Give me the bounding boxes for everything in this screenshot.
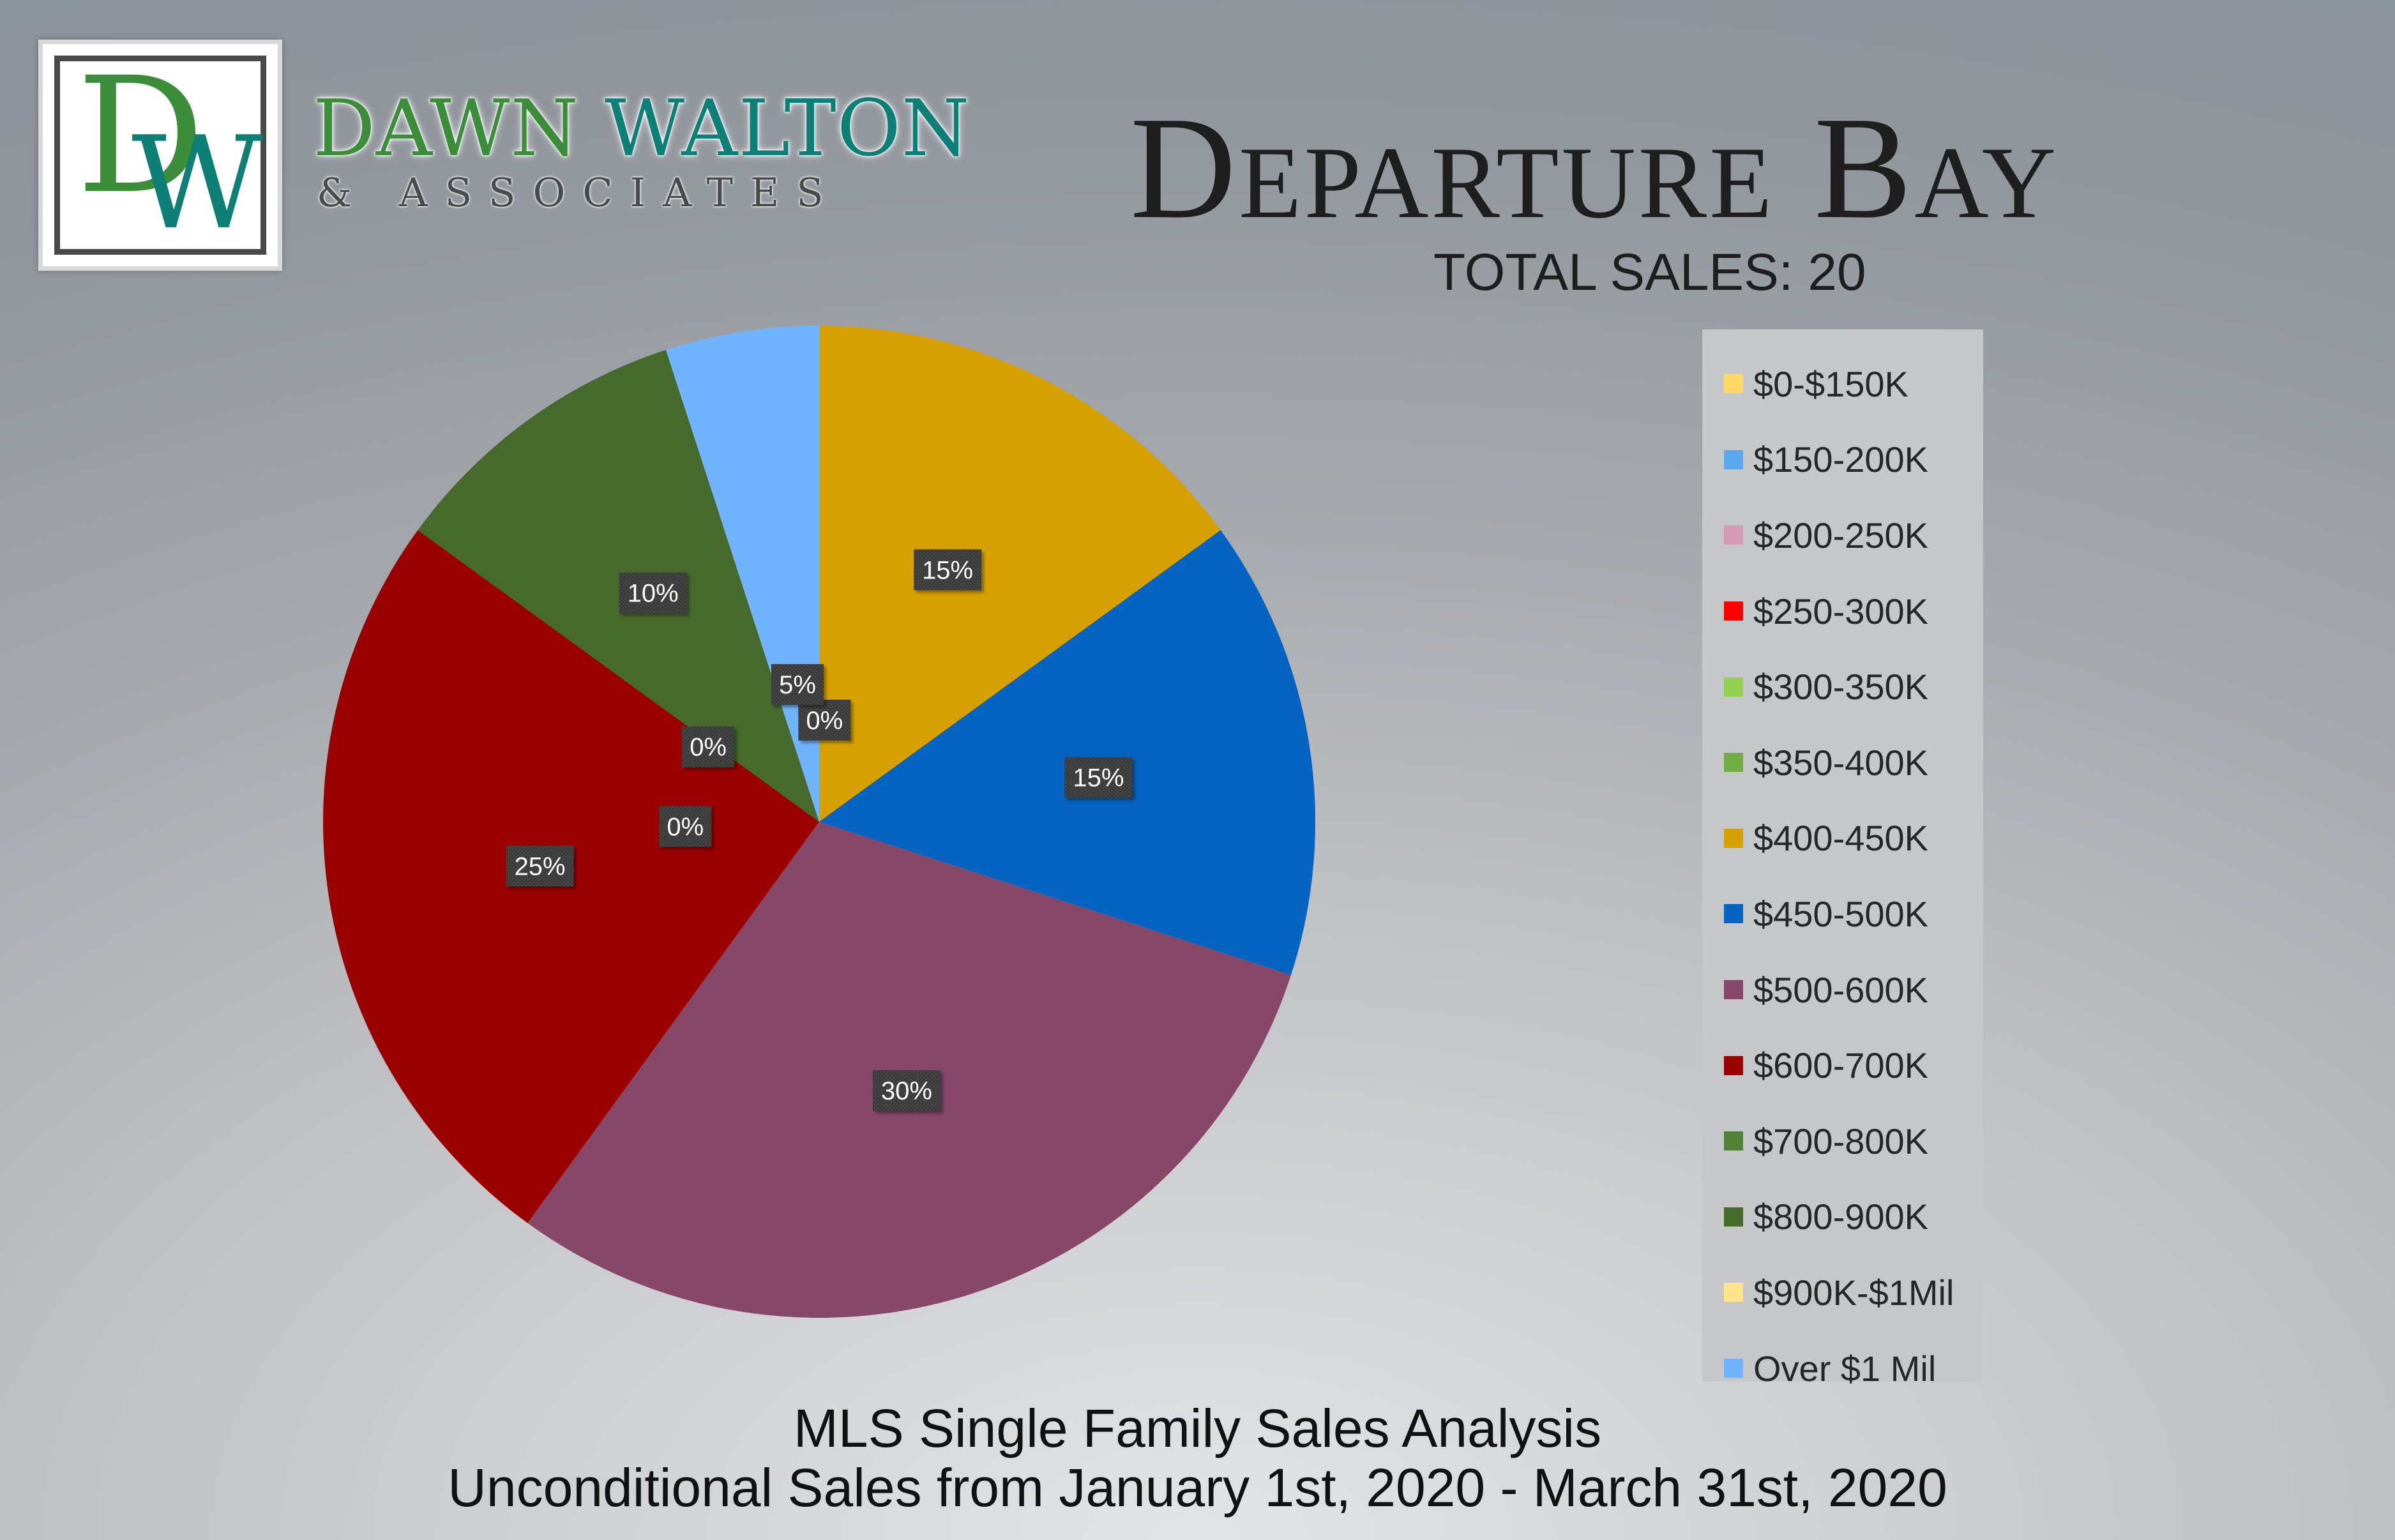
chart-title: Departure Bay [1130, 86, 2059, 249]
legend-item-300-350k: $300-350K [1702, 649, 1983, 725]
data-label-over-1-mil: 5% [771, 664, 824, 706]
legend-item-0-150k: $0-$150K [1702, 346, 1983, 422]
logo-monogram-d: D [77, 43, 205, 229]
logo-monogram-w: W [132, 109, 263, 258]
legend-label: $600-700K [1753, 1045, 1929, 1086]
legend-label: $350-400K [1753, 742, 1929, 783]
svg-text:25%: 25% [515, 852, 566, 880]
legend-item-600-700k: $600-700K [1702, 1027, 1983, 1103]
legend-item-900k-1mil: $900K-$1Mil [1702, 1255, 1983, 1331]
svg-text:30%: 30% [881, 1077, 932, 1105]
brand-first-name: DAWN [313, 83, 580, 174]
legend-swatch [1724, 980, 1743, 1000]
legend-label: $400-450K [1753, 818, 1929, 859]
svg-text:0%: 0% [690, 734, 727, 762]
legend-label: $300-350K [1753, 667, 1929, 707]
legend-label: $200-250K [1753, 515, 1929, 555]
legend-label: Over $1 Mil [1753, 1348, 1937, 1389]
footer-line-1: MLS Single Family Sales Analysis [793, 1398, 1602, 1458]
legend-label: $900K-$1Mil [1753, 1272, 1954, 1313]
legend-item-150-200k: $150-200K [1702, 422, 1983, 498]
logo-frame: D W [54, 56, 266, 255]
legend-swatch [1724, 1283, 1743, 1302]
legend-label: $0-$150K [1753, 363, 1908, 404]
legend-item-500-600k: $500-600K [1702, 952, 1983, 1028]
legend-swatch [1724, 601, 1743, 621]
legend-label: $500-600K [1753, 969, 1929, 1010]
footer-line-2: Unconditional Sales from January 1st, 20… [448, 1458, 1947, 1518]
legend-swatch [1724, 449, 1743, 469]
pie-slice-400-450k [819, 326, 1221, 822]
legend-item-800-900k: $800-900K [1702, 1179, 1983, 1255]
legend-swatch [1724, 374, 1743, 394]
data-label-450-500k: 15% [1064, 757, 1133, 798]
legend-swatch [1724, 1207, 1743, 1227]
brand-last-name: WALTON [604, 83, 971, 174]
legend-swatch [1724, 828, 1743, 848]
legend-item-250-300k: $250-300K [1702, 573, 1983, 649]
legend-item-200-250k: $200-250K [1702, 497, 1983, 573]
svg-text:15%: 15% [922, 556, 973, 584]
legend-label: $800-900K [1753, 1197, 1929, 1237]
data-label-0-150k: 0% [798, 699, 851, 741]
legend-label: $250-300K [1753, 591, 1929, 631]
brand-name: DAWN WALTON [313, 89, 971, 167]
legend-swatch [1724, 753, 1743, 773]
pie-slice-500-600k [527, 822, 1291, 1318]
legend-item-700-800k: $700-800K [1702, 1103, 1983, 1179]
pie-slice-450-500k [819, 530, 1316, 976]
legend-label: $450-500K [1753, 893, 1929, 934]
legend-swatch [1724, 904, 1743, 924]
data-label-500-600k: 30% [872, 1070, 941, 1112]
data-label-600-700k: 25% [506, 845, 574, 887]
legend: $0-$150K $150-200K $200-250K $250-300K $300-… [1702, 329, 1983, 1389]
legend-label: $150-200K [1753, 439, 1929, 480]
data-label-900k-1mil: 0% [682, 726, 735, 767]
logo: D W [38, 40, 282, 271]
legend-item-400-450k: $400-450K [1702, 801, 1983, 877]
data-label-400-450k: 15% [914, 549, 982, 591]
svg-text:10%: 10% [628, 580, 679, 608]
pie-slice-800-900k [418, 350, 819, 822]
svg-text:15%: 15% [1073, 764, 1124, 792]
brand-subtitle: & ASSOCIATES [317, 169, 841, 216]
legend-swatch [1724, 1055, 1743, 1075]
legend-swatch [1724, 1359, 1743, 1378]
svg-text:0%: 0% [806, 707, 843, 735]
svg-text:5%: 5% [779, 671, 816, 699]
legend-label: $700-800K [1753, 1121, 1929, 1161]
legend-swatch [1724, 525, 1743, 545]
legend-item-350-400k: $350-400K [1702, 725, 1983, 801]
data-label-700-800k: 0% [659, 806, 712, 847]
data-label-800-900k: 10% [619, 572, 687, 614]
svg-text:0%: 0% [667, 813, 704, 841]
legend-swatch [1724, 1131, 1743, 1151]
legend-item-450-500k: $450-500K [1702, 876, 1983, 952]
legend-item-over-1-mil: Over $1 Mil [1702, 1331, 1983, 1407]
total-sales: TOTAL SALES: 20 [1433, 243, 1866, 301]
legend-swatch [1724, 677, 1743, 697]
